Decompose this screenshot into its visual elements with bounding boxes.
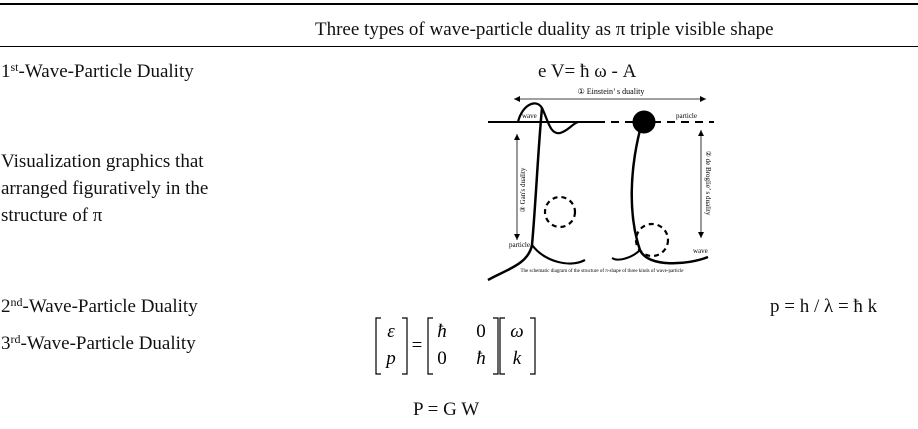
matrix-entry: p [384, 348, 396, 369]
right-stroke [632, 130, 708, 263]
figure-label: ② de Broglie’ s duality [704, 151, 712, 216]
matrix: ε p = ħ 0 0 ħ ω k [384, 321, 523, 369]
equals: = [412, 335, 423, 356]
matrix-entry: ħ [437, 321, 447, 342]
figure-label: ③ Gan's duality [519, 167, 527, 212]
figure-label: particle [509, 241, 530, 249]
left-curve [532, 245, 585, 264]
figure-caption: The schematic diagram of the structure o… [520, 269, 684, 274]
dashed-circle [636, 224, 668, 256]
matrix-entry: ω [510, 321, 523, 342]
matrix-entry: ε [387, 321, 395, 342]
left-stroke [488, 108, 542, 280]
matrix-entry: 0 [476, 321, 486, 342]
matrix-entry: 0 [437, 348, 447, 369]
figure-label: particle [676, 112, 697, 120]
figure-label: wave [522, 112, 537, 120]
dashed-circle [545, 197, 575, 227]
matrix-entry: ħ [476, 348, 486, 369]
page: Three types of wave-particle duality as … [0, 0, 918, 429]
graphics: ① Einstein’ s duality wave particle ③ Ga… [0, 0, 918, 429]
right-curve [612, 250, 640, 260]
figure-label: wave [693, 247, 708, 255]
particle-dot [633, 111, 655, 133]
figure-label: ① Einstein’ s duality [578, 87, 645, 96]
matrix-entry: k [513, 348, 522, 369]
